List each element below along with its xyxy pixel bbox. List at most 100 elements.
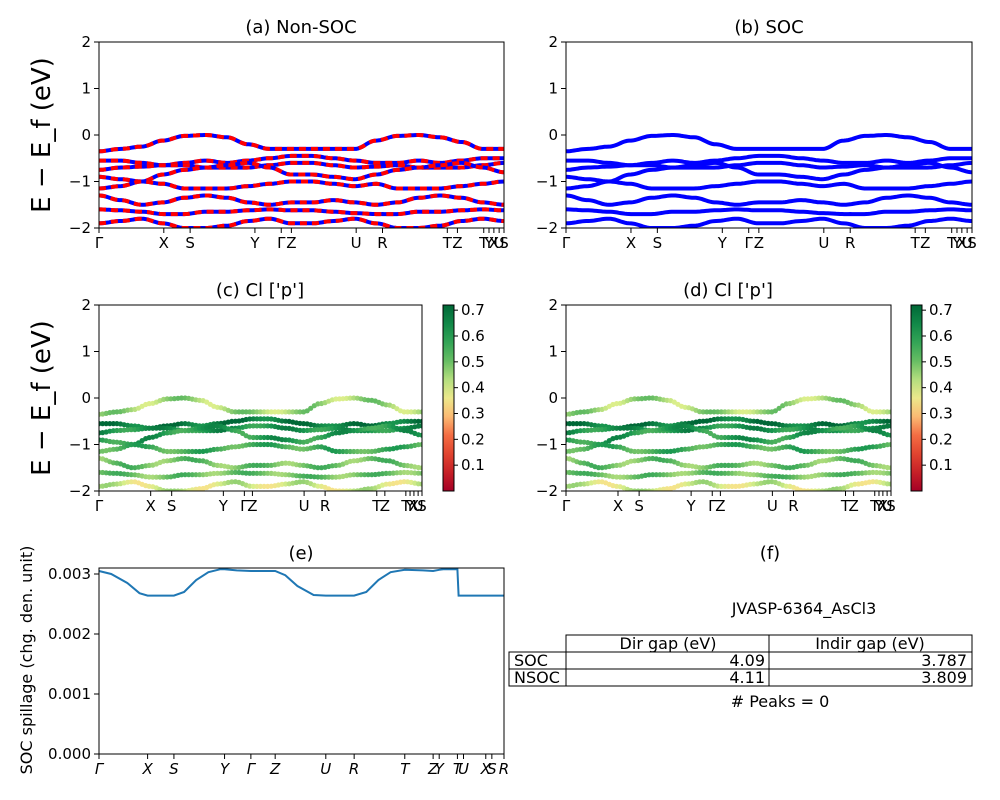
band-point — [809, 448, 815, 455]
band-point — [261, 470, 267, 476]
colorbar-tick-label: 0.1 — [461, 456, 485, 474]
x-tick-label: X — [141, 760, 153, 778]
band-point — [653, 472, 659, 478]
band-point — [419, 441, 422, 448]
plot-frame — [98, 304, 423, 492]
band-point — [261, 423, 267, 429]
colorbar-tick-label: 0.2 — [461, 430, 485, 448]
band-point — [874, 418, 880, 424]
band-point — [243, 409, 249, 415]
band-point — [150, 474, 156, 480]
band-point — [783, 465, 789, 471]
y-tick-label: 2 — [81, 33, 91, 51]
band-point — [577, 421, 584, 427]
band-point — [725, 470, 732, 476]
band-point — [621, 425, 627, 431]
band-point — [128, 427, 134, 433]
band-point — [610, 425, 616, 431]
band-point — [161, 425, 167, 431]
x-tick-label: R — [499, 760, 509, 778]
colorbar-frame — [910, 304, 923, 492]
band-point — [751, 409, 757, 415]
band-point — [412, 418, 418, 424]
band-point — [783, 444, 789, 450]
band-point — [290, 409, 296, 415]
band-point — [257, 409, 264, 415]
band-point — [725, 416, 732, 422]
band-point — [365, 448, 371, 455]
band-point — [718, 423, 724, 429]
y-tick-label: 1 — [548, 80, 558, 98]
band-point — [419, 423, 422, 429]
panel-c-ylabel: E − E_f (eV) — [27, 320, 57, 476]
x-tick-label: Z — [380, 497, 390, 515]
band-point — [700, 409, 706, 415]
band-point — [827, 448, 833, 455]
band-point — [257, 441, 264, 448]
band-point — [257, 423, 264, 429]
band-point — [718, 409, 724, 415]
x-tick-label: T — [400, 497, 411, 515]
table-grid — [508, 634, 973, 687]
band-point — [787, 474, 793, 480]
band-point — [186, 472, 192, 478]
x-tick-label: U — [494, 234, 505, 252]
x-tick-label: U — [882, 497, 893, 515]
band-point — [729, 434, 735, 441]
band-point — [888, 423, 891, 429]
band-point — [870, 479, 876, 485]
band-point — [765, 409, 771, 415]
band-point — [725, 441, 732, 448]
band-point — [405, 418, 411, 424]
band-point — [870, 469, 876, 475]
band-point — [772, 408, 779, 414]
x-tick-label: Γ — [95, 234, 104, 252]
band-point — [725, 483, 732, 489]
band-point — [632, 448, 638, 455]
band-point — [250, 483, 256, 489]
x-tick-label: Γ — [745, 234, 754, 252]
band-point — [736, 409, 742, 415]
band-line-red — [99, 193, 504, 207]
band-point — [877, 409, 883, 415]
band-point — [570, 421, 576, 427]
band-point — [823, 472, 829, 478]
y-tick-label: 1 — [548, 343, 558, 361]
band-point — [877, 418, 883, 424]
band-point — [178, 395, 185, 401]
panel-d-colorbar: 0.1 0.2 0.3 0.4 0.5 0.6 0.7 — [910, 301, 953, 492]
band-point — [852, 423, 858, 429]
band-point — [653, 448, 659, 455]
band-point — [283, 409, 289, 415]
band-point — [881, 418, 887, 424]
band-point — [250, 423, 256, 429]
band-point — [315, 465, 321, 471]
panel-c-title: (c) Cl ['p'] — [216, 280, 304, 301]
band-point — [103, 421, 109, 427]
band-line-red — [99, 133, 504, 154]
x-tick-label: T — [910, 234, 921, 252]
band-point — [870, 444, 876, 450]
x-tick-label: Z — [452, 234, 462, 252]
band-point — [718, 434, 724, 441]
band-point — [577, 470, 584, 476]
band-line-red — [99, 216, 504, 228]
y-tick-label: 0 — [81, 126, 91, 144]
band-line-red — [99, 179, 504, 191]
band-point — [322, 474, 328, 480]
peaks-count: # Peaks = 0 — [731, 692, 830, 711]
band-point — [193, 448, 199, 455]
band-point — [164, 448, 170, 455]
x-tick-label: Z — [848, 497, 858, 515]
band-point — [577, 428, 584, 434]
colorbar-tick-label: 0.5 — [929, 353, 953, 371]
band-point — [297, 409, 303, 415]
table-cell: 4.11 — [729, 668, 765, 687]
x-tick-label: U — [351, 234, 362, 252]
band-point — [254, 470, 260, 476]
y-tick-label: −2 — [536, 219, 558, 237]
x-tick-label: Z — [920, 234, 930, 252]
band-point — [617, 425, 623, 431]
